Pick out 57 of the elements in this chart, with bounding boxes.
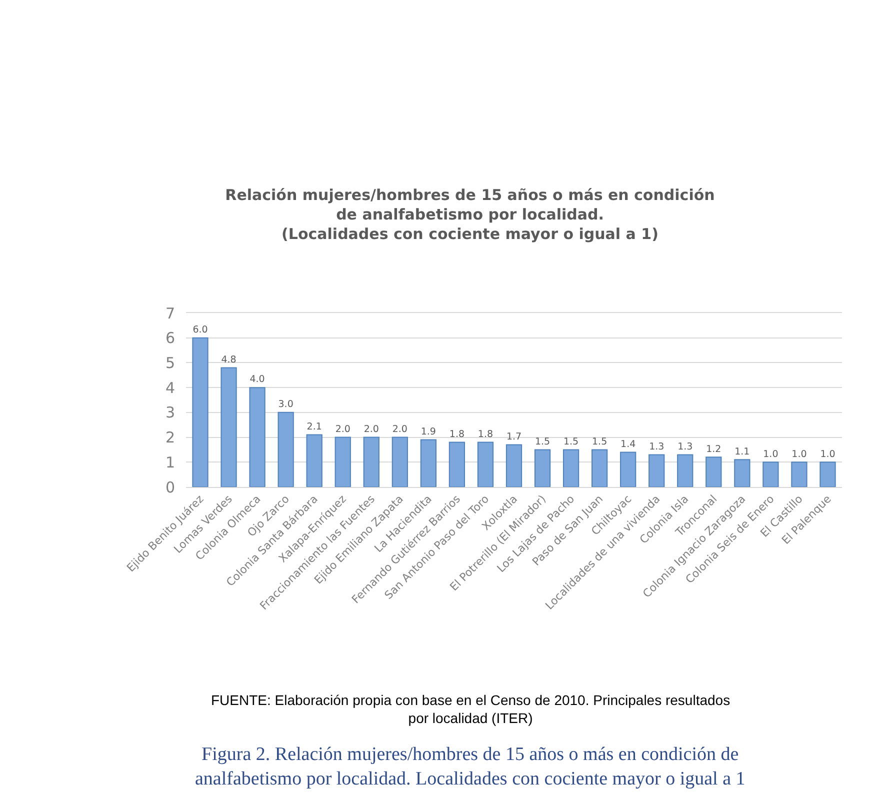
- chart-title: Relación mujeres/hombres de 15 años o más en condición de analfabetismo por localidad. (Localidades con cociente mayor o igual a 1): [225, 186, 715, 243]
- data-label: 1.0: [792, 448, 807, 460]
- bar: [706, 456, 722, 487]
- data-label: 1.0: [763, 448, 778, 460]
- data-label: 4.0: [250, 374, 265, 386]
- data-label: 1.5: [534, 436, 550, 448]
- y-tick-label: 0: [165, 478, 175, 496]
- bar: [420, 439, 436, 487]
- bar: [762, 462, 779, 487]
- bar: [477, 442, 494, 487]
- bar: [791, 462, 808, 487]
- bar: [306, 434, 322, 487]
- data-label: 3.0: [278, 399, 294, 410]
- data-label: 2.1: [306, 421, 322, 432]
- bar: [334, 436, 351, 487]
- data-label: 1.1: [734, 446, 750, 458]
- y-tick-label: 2: [165, 428, 175, 447]
- bar: [534, 449, 551, 487]
- data-label: 2.0: [392, 424, 408, 435]
- bar: [592, 449, 608, 487]
- bar: [562, 449, 580, 487]
- bar: [278, 412, 294, 487]
- bar: [734, 459, 750, 487]
- y-tick-label: 1: [165, 453, 175, 472]
- data-label: 1.5: [564, 436, 579, 448]
- data-label: 4.8: [221, 354, 236, 366]
- data-label: 6.0: [192, 324, 208, 336]
- data-label: 1.2: [706, 444, 722, 455]
- y-tick-label: 6: [165, 329, 175, 348]
- bar: [363, 436, 380, 487]
- bar: [192, 337, 208, 487]
- data-label: 1.8: [478, 428, 494, 440]
- bar: [820, 462, 836, 487]
- text: Figura 2. Relación mujeres/hombres de 15 años o más en condición de analfabetismo por localidad. Localidades con cociente mayor o igual a 1: [195, 744, 746, 790]
- data-label: 1.4: [620, 438, 636, 450]
- data-label: 2.0: [335, 424, 350, 435]
- bar: [448, 442, 466, 487]
- bar: [392, 436, 408, 487]
- source-note: FUENTE: Elaboración propia con base en el Censo de 2010. Principales resultados por localidad (ITER): [211, 692, 730, 726]
- y-tick-label: 4: [165, 378, 175, 397]
- bar: [506, 444, 522, 487]
- bar: [620, 452, 636, 487]
- data-label: 1.0: [820, 448, 836, 460]
- data-label: 1.3: [678, 441, 693, 452]
- bar: [677, 454, 694, 487]
- y-tick-label: 7: [165, 304, 175, 322]
- y-tick-label: 3: [165, 404, 175, 422]
- bar: [220, 367, 237, 487]
- bar: [249, 387, 266, 487]
- data-label: 1.9: [420, 426, 436, 438]
- data-label: 1.7: [506, 431, 522, 442]
- y-tick-label: 5: [165, 354, 175, 372]
- data-label: 2.0: [364, 424, 379, 435]
- data-label: 1.5: [592, 436, 608, 448]
- data-label: 1.8: [449, 428, 464, 440]
- data-label: 1.3: [649, 441, 664, 452]
- bar: [648, 454, 665, 487]
